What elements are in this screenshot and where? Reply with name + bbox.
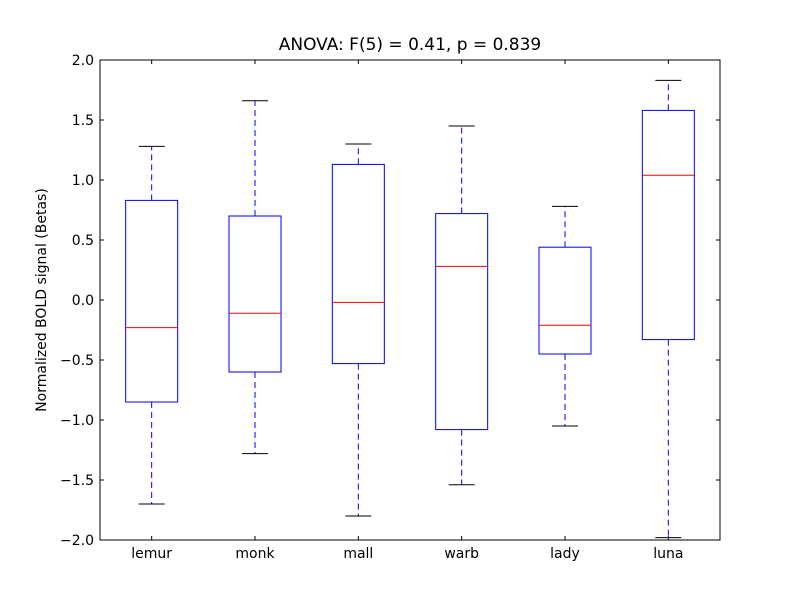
box-luna	[641, 79, 695, 539]
iqr-box	[331, 163, 385, 365]
y-tick-label: 0.5	[72, 233, 94, 249]
x-tick-label: warb	[444, 546, 479, 562]
y-tick-label: 1.5	[72, 113, 94, 129]
y-tick-label: −0.5	[60, 353, 94, 369]
chart-title: ANOVA: F(5) = 0.41, p = 0.839	[279, 35, 542, 55]
iqr-box	[538, 246, 592, 355]
x-tick-label: lemur	[131, 546, 172, 562]
x-tick-label: mall	[343, 546, 373, 562]
iqr-box	[125, 199, 179, 403]
iqr-box	[641, 109, 695, 341]
y-tick-label: −1.0	[60, 413, 94, 429]
y-tick-label: 2.0	[72, 53, 94, 69]
iqr-box	[435, 213, 489, 431]
box-lady	[538, 205, 592, 427]
x-tick-label: monk	[235, 546, 275, 562]
x-tick-label: lady	[550, 546, 580, 562]
plot-area-frame	[99, 59, 721, 541]
y-tick-label: −2.0	[60, 533, 94, 549]
box-warb	[435, 125, 489, 486]
y-axis-label: Normalized BOLD signal (Betas)	[34, 188, 50, 412]
box-mall	[331, 143, 385, 517]
y-tick-label: 0.0	[72, 293, 94, 309]
y-tick-label: −1.5	[60, 473, 94, 489]
iqr-box	[228, 215, 282, 373]
x-tick-label: luna	[653, 546, 683, 562]
y-tick-label: 1.0	[72, 173, 94, 189]
box-lemur	[125, 145, 179, 505]
box-monk	[228, 100, 282, 455]
